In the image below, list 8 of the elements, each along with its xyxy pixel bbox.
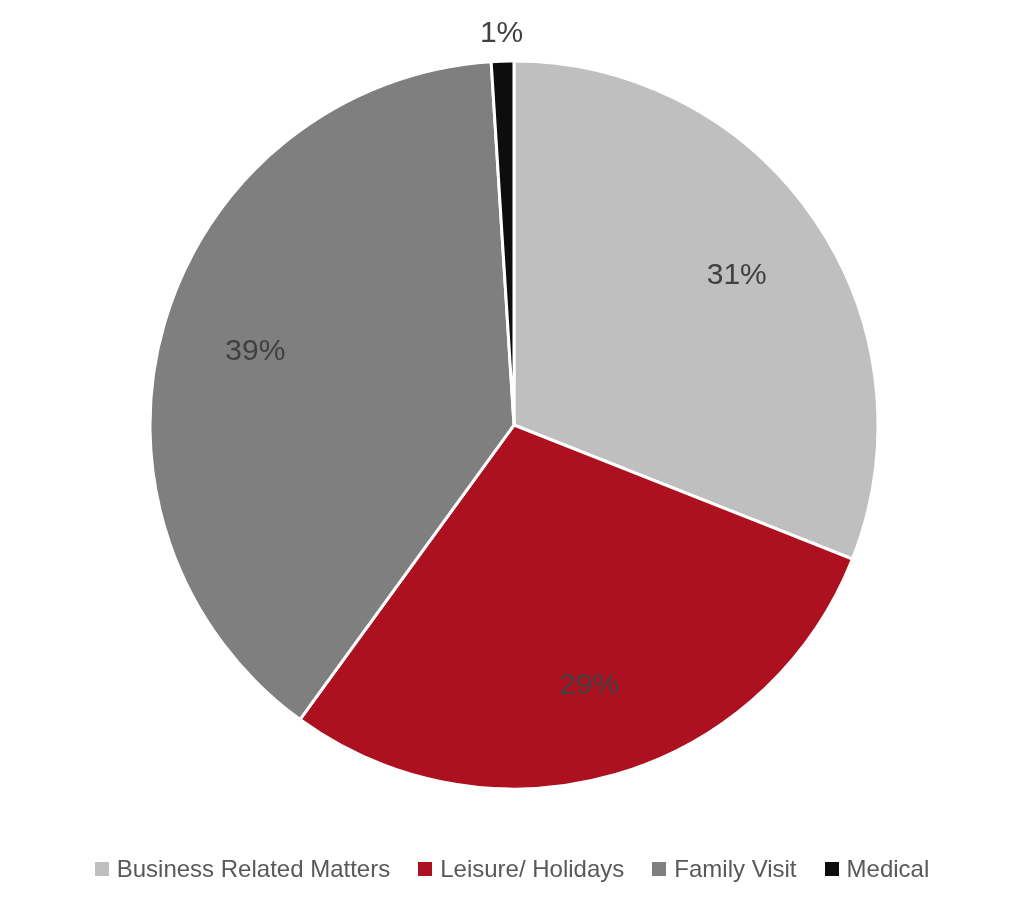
data-label: 39% [225,333,286,367]
legend-label: Business Related Matters [116,855,391,883]
legend-label: Medical [846,855,930,883]
data-label: 1% [479,14,524,48]
legend-label: Leisure/ Holidays [440,855,625,883]
data-label: 29% [559,667,620,701]
data-label: 31% [706,257,767,291]
legend-label: Family Visit [674,855,797,883]
